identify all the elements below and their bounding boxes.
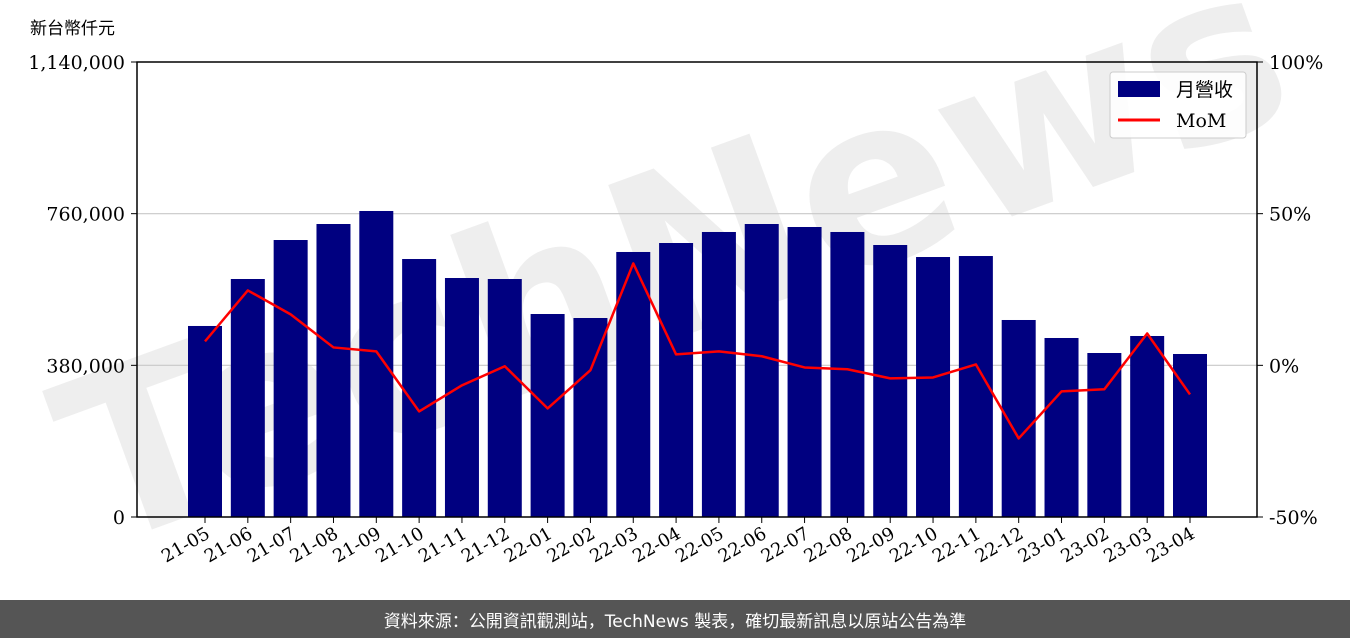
revenue-bar	[1087, 353, 1122, 517]
x-tick-label: 23-02	[1057, 523, 1112, 567]
revenue-bar	[402, 259, 437, 517]
revenue-bar	[616, 251, 651, 517]
revenue-chart: TechNews0380,000760,0001,140,000-50%0%50…	[26, 0, 1323, 600]
revenue-bar	[487, 279, 522, 517]
legend-label-revenue: 月營收	[1176, 79, 1233, 101]
revenue-bar	[787, 226, 822, 517]
revenue-bar	[444, 278, 479, 517]
y-tick-label: 760,000	[46, 204, 125, 226]
revenue-bar	[188, 325, 222, 517]
x-tick-label: 21-10	[372, 523, 427, 567]
source-footer: 資料來源：公開資訊觀測站，TechNews 製表，確切最新訊息以原站公告為準	[0, 600, 1350, 638]
revenue-bar	[230, 279, 265, 517]
x-tick-label: 23-03	[1100, 523, 1155, 567]
y2-tick-label: 0%	[1269, 355, 1299, 377]
revenue-bar	[701, 231, 736, 518]
y-tick-label: 0	[113, 507, 125, 529]
revenue-bar	[916, 257, 951, 517]
x-tick-label: 21-12	[458, 523, 513, 567]
x-tick-label: 21-09	[329, 523, 384, 567]
x-tick-label: 23-01	[1015, 523, 1070, 567]
x-tick-label: 22-11	[929, 523, 984, 567]
y2-tick-label: 100%	[1269, 52, 1323, 74]
x-tick-label: 22-09	[843, 523, 898, 567]
revenue-bar	[359, 210, 394, 517]
revenue-bar	[1044, 337, 1079, 517]
revenue-bar	[958, 256, 993, 517]
revenue-bar	[1173, 353, 1207, 517]
x-tick-label: 22-07	[758, 523, 813, 567]
revenue-bar	[530, 314, 565, 517]
x-tick-label: 22-10	[886, 523, 941, 567]
x-tick-label: 22-06	[715, 523, 770, 567]
x-tick-label: 22-08	[800, 523, 855, 567]
revenue-bar	[573, 317, 608, 517]
revenue-bar	[830, 231, 865, 518]
x-tick-label: 22-02	[543, 523, 598, 567]
legend: 月營收 MoM	[1109, 71, 1247, 139]
revenue-bar	[1130, 335, 1165, 517]
x-tick-label: 23-04	[1143, 523, 1198, 567]
x-tick-label: 22-01	[501, 523, 556, 567]
y-axis-unit-label: 新台幣仟元	[30, 19, 115, 39]
revenue-bar	[316, 224, 351, 517]
revenue-bar	[273, 240, 308, 517]
plot-frame	[136, 61, 1258, 518]
y2-tick-label: -50%	[1269, 507, 1318, 529]
y-tick-label: 380,000	[46, 355, 125, 377]
revenue-bar	[873, 244, 908, 517]
x-tick-label: 22-12	[972, 523, 1027, 567]
y-tick-label: 1,140,000	[28, 52, 125, 74]
x-tick-label: 22-05	[672, 523, 727, 567]
revenue-bar	[744, 224, 779, 517]
legend-label-mom: MoM	[1176, 110, 1226, 132]
legend-swatch-revenue	[1118, 81, 1160, 97]
y2-tick-label: 50%	[1269, 204, 1311, 226]
mom-line	[204, 262, 1192, 440]
x-tick-label: 21-11	[415, 523, 470, 567]
x-tick-label: 22-03	[586, 523, 641, 567]
revenue-bar	[659, 243, 694, 517]
x-tick-label: 22-04	[629, 523, 684, 567]
